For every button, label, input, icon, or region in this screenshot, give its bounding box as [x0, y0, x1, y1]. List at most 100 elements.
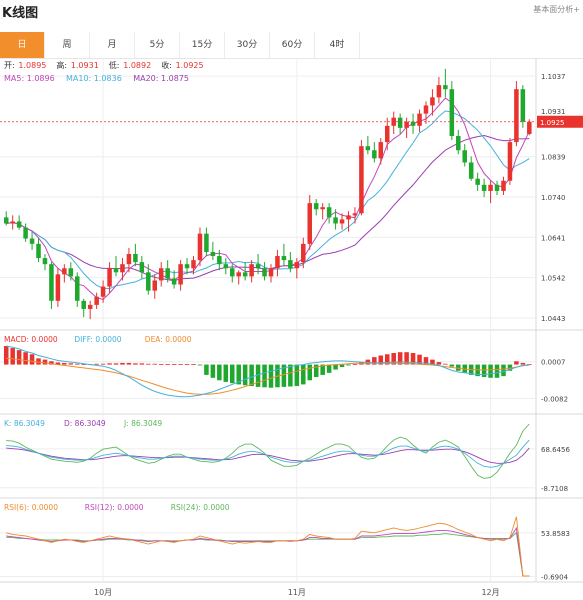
macd-bar: [204, 364, 209, 375]
candle-body: [133, 254, 138, 263]
macd-bar: [178, 364, 183, 365]
candle-body: [42, 258, 48, 265]
candle-body: [107, 268, 112, 287]
macd-bar: [456, 364, 461, 371]
ma-legend: MA20: 1.0875: [133, 74, 189, 83]
candle-body: [365, 146, 371, 151]
candle-body: [430, 97, 435, 106]
macd-bar: [158, 364, 164, 365]
kdj-legend: J: 86.3049: [123, 419, 162, 428]
candle-body: [468, 162, 474, 179]
k-line: [6, 439, 530, 468]
header: K线图 基本面分析+: [0, 0, 583, 30]
candle-body: [404, 121, 409, 128]
y-tick-label: 68.6456: [541, 446, 570, 454]
macd-bar: [171, 364, 177, 365]
macd-bar: [397, 352, 403, 365]
macd-bar: [146, 363, 151, 365]
macd-bar: [184, 364, 190, 365]
tab-7[interactable]: 4时: [315, 32, 360, 58]
macd-bar: [197, 364, 203, 366]
ohlc-legend-value: 1.0925: [176, 61, 204, 70]
candle-body: [210, 251, 216, 257]
macd-bar: [191, 364, 196, 365]
y-tick-label: 1.0542: [541, 275, 566, 283]
candle-body: [475, 178, 480, 185]
macd-bar: [210, 364, 216, 378]
kline-chart: 10月 11月 12月 1.1037 1.0839 1.0740 1.0641 1.0542 1…: [0, 58, 583, 597]
macd-legend: MACD: 0.0000: [4, 335, 58, 344]
candle-body: [120, 264, 125, 273]
fundamental-analysis-link[interactable]: 基本面分析+: [533, 5, 580, 14]
macd-bar: [242, 364, 248, 386]
macd-bar: [378, 355, 384, 365]
candle-body: [158, 268, 164, 281]
macd-bar: [113, 363, 119, 365]
candle-body: [456, 135, 461, 151]
candle-body: [372, 150, 377, 159]
macd-bar: [126, 362, 132, 365]
x-tick-label: 11月: [288, 588, 306, 597]
candle-body: [36, 243, 41, 259]
rsi6-line: [6, 516, 530, 577]
candle-body: [443, 85, 448, 90]
tab-5[interactable]: 30分: [225, 32, 270, 58]
candle-body: [307, 203, 313, 244]
macd-bar: [268, 364, 274, 388]
macd-bar: [288, 364, 293, 387]
candle-body: [326, 207, 332, 218]
macd-bar: [494, 364, 500, 378]
diff-line: [6, 345, 530, 398]
rsi-legend: RSI(24): 0.0000: [171, 503, 230, 512]
candle-body: [23, 227, 28, 239]
tab-4[interactable]: 15分: [180, 32, 225, 58]
macd-bar: [75, 363, 80, 365]
x-tick-label: 12月: [481, 588, 499, 597]
rsi24-line: [6, 531, 530, 577]
tab-1[interactable]: 周: [45, 32, 90, 58]
ma20-line: [6, 134, 530, 282]
rsi-legend: RSI(12): 0.0000: [85, 503, 144, 512]
macd-bar: [29, 354, 35, 365]
rsi-legend: RSI(6): 0.0000: [4, 503, 58, 512]
macd-bar: [49, 361, 54, 365]
candle-body: [236, 272, 241, 277]
candle-body: [294, 262, 300, 269]
macd-bar: [339, 364, 345, 368]
candle-body: [113, 268, 119, 273]
ohlc-legend-value: 1.0931: [71, 61, 99, 70]
candle-body: [87, 304, 93, 309]
ma-legend: MA5: 1.0896: [4, 74, 55, 83]
macd-bar: [372, 357, 377, 365]
candle-body: [171, 278, 177, 285]
tab-3[interactable]: 5分: [135, 32, 180, 58]
ohlc-legend: 低:: [109, 60, 120, 70]
candle-body: [281, 256, 287, 261]
candle-body: [288, 260, 293, 269]
candle-body: [249, 264, 254, 277]
tab-0[interactable]: 日: [0, 32, 45, 58]
y-tick-label: -0.0082: [541, 395, 568, 403]
macd-bar: [320, 364, 325, 375]
y-tick-label: 0.0007: [541, 359, 566, 367]
candle-body: [152, 280, 158, 291]
macd-bar: [133, 363, 138, 365]
candle-body: [146, 272, 151, 291]
candle-body: [423, 105, 429, 114]
candle-body: [165, 268, 170, 279]
macd-bar: [520, 362, 526, 365]
macd-bar: [152, 363, 158, 365]
candle-body: [10, 221, 15, 224]
macd-bar: [10, 348, 15, 365]
macd-legend: DEA: 0.0000: [145, 335, 192, 344]
candle-body: [520, 89, 526, 122]
x-tick-label: 10月: [94, 588, 112, 597]
tab-2[interactable]: 月: [90, 32, 135, 58]
candle-body: [184, 264, 190, 269]
candle-body: [527, 121, 532, 134]
macd-bar: [294, 364, 300, 387]
ma5-line: [6, 97, 530, 301]
ohlc-legend: 收:: [161, 60, 172, 70]
tab-6[interactable]: 60分: [270, 32, 315, 58]
macd-bar: [94, 363, 99, 365]
